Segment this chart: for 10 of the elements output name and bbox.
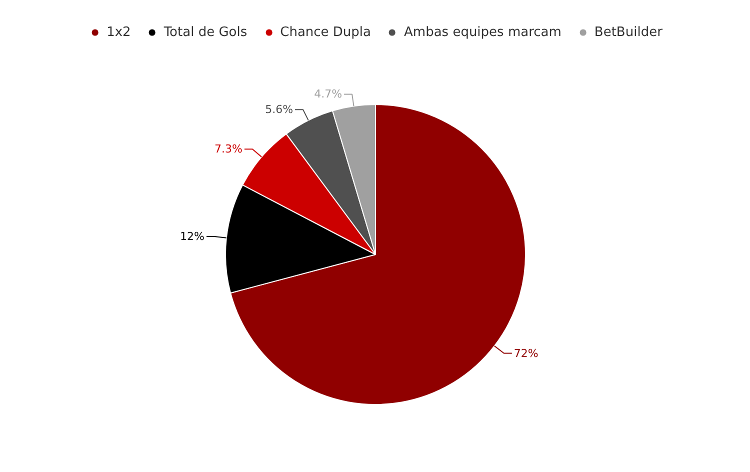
data-label: 4.7% — [314, 88, 342, 101]
legend-label: Ambas equipes marcam — [404, 24, 562, 40]
legend-label: 1x2 — [106, 24, 131, 40]
data-label: 7.3% — [214, 142, 242, 156]
data-label: 72% — [514, 346, 538, 360]
legend-label: BetBuilder — [594, 24, 662, 40]
data-label: 5.6% — [265, 103, 294, 116]
legend-label: Total de Gols — [164, 24, 248, 40]
data-label: 12% — [180, 230, 205, 244]
legend-label: Chance Dupla — [280, 24, 372, 40]
